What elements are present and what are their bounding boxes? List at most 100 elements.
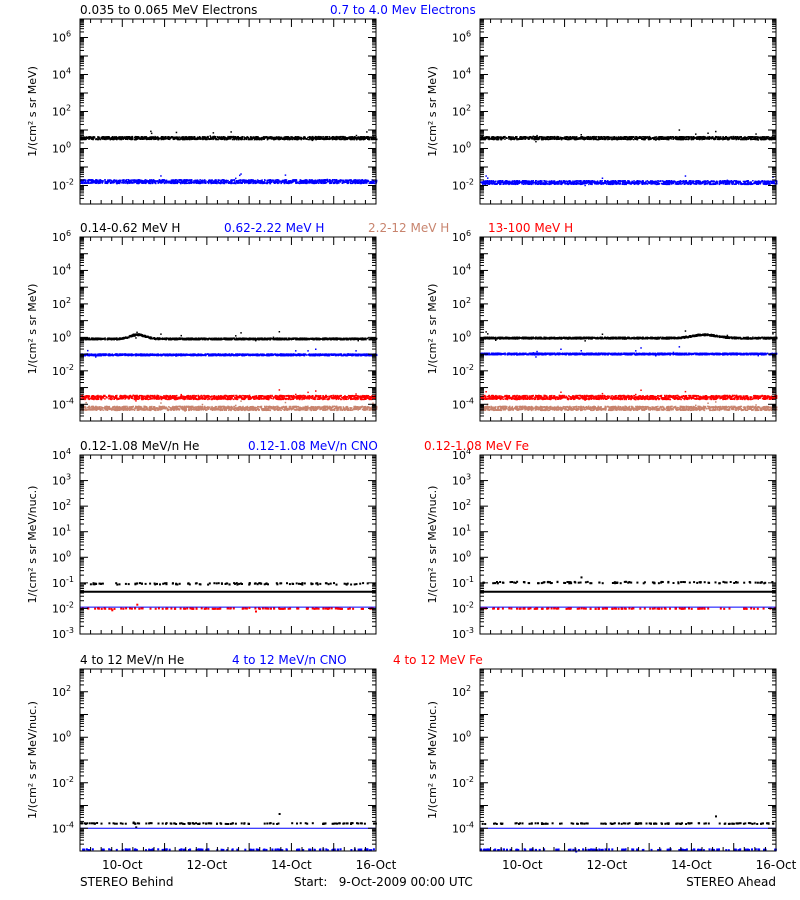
data-point: [143, 180, 145, 182]
data-point: [176, 182, 179, 185]
data-point: [622, 138, 624, 140]
data-point: [224, 136, 226, 139]
series-0-7-to-4-0-mev-electrons: [480, 175, 778, 187]
data-point: [111, 138, 113, 140]
data-point: [136, 180, 138, 183]
data-point: [630, 137, 633, 139]
data-point: [311, 138, 313, 140]
data-point: [258, 137, 260, 139]
data-point: [756, 138, 759, 140]
data-point: [160, 138, 162, 141]
data-point: [206, 137, 208, 139]
data-point: [235, 177, 237, 180]
data-point: [180, 137, 182, 139]
data-point: [348, 136, 351, 138]
data-point: [138, 182, 140, 184]
data-point: [620, 138, 622, 140]
data-point: [373, 138, 376, 140]
data-point: [88, 182, 90, 184]
data-point: [557, 138, 559, 140]
data-point: [227, 135, 229, 138]
data-point: [320, 137, 323, 140]
data-point: [246, 180, 249, 182]
data-point: [253, 136, 256, 138]
data-point: [341, 138, 344, 140]
data-point: [107, 136, 109, 139]
data-point: [333, 137, 336, 140]
data-point: [96, 138, 98, 140]
data-point: [268, 137, 270, 140]
data-point: [119, 136, 121, 138]
data-point: [335, 180, 338, 182]
data-point: [333, 136, 336, 138]
data-point: [124, 137, 126, 140]
data-point: [352, 137, 354, 139]
data-point: [718, 183, 721, 186]
data-point: [103, 138, 106, 141]
data-point: [262, 181, 264, 183]
data-point: [230, 135, 233, 138]
data-point: [188, 182, 190, 184]
data-point: [176, 136, 179, 139]
data-point: [350, 138, 353, 140]
data-point: [338, 136, 340, 138]
data-point: [266, 136, 268, 138]
data-point: [245, 179, 248, 182]
data-point: [117, 138, 120, 140]
data-point: [147, 137, 149, 139]
data-point: [114, 180, 117, 183]
data-point: [492, 137, 494, 139]
data-point: [326, 136, 328, 138]
data-point: [234, 136, 237, 138]
data-point: [338, 137, 340, 139]
data-point: [284, 179, 287, 181]
data-point: [279, 137, 281, 140]
data-point: [212, 135, 214, 138]
data-point: [737, 138, 739, 141]
data-point: [672, 138, 674, 140]
data-point: [371, 182, 374, 184]
data-point: [691, 137, 693, 139]
data-point: [587, 137, 590, 139]
data-point: [722, 137, 724, 140]
data-point: [175, 136, 178, 138]
data-point: [752, 138, 754, 140]
data-point: [359, 179, 362, 182]
data-point: [223, 179, 225, 181]
data-point: [201, 137, 204, 139]
data-point: [90, 136, 92, 139]
data-point: [273, 182, 276, 184]
data-point: [628, 138, 630, 141]
data-point: [343, 138, 345, 141]
data-point: [547, 138, 549, 141]
data-point: [732, 138, 735, 140]
data-point: [143, 138, 145, 140]
data-point: [202, 138, 204, 141]
data-point: [652, 137, 654, 139]
data-point: [149, 136, 152, 139]
data-point: [294, 137, 296, 140]
data-point: [185, 136, 187, 138]
plot-frame: [79, 18, 377, 205]
data-point: [200, 138, 202, 140]
data-point: [181, 138, 183, 140]
data-point: [307, 138, 310, 141]
data-point: [111, 181, 113, 184]
data-point: [278, 180, 281, 183]
data-point: [110, 138, 112, 140]
data-point: [141, 138, 143, 140]
data-point: [340, 179, 342, 181]
data-point: [88, 179, 91, 181]
data-point: [84, 137, 86, 139]
data-point: [313, 181, 315, 183]
data-point: [245, 137, 248, 139]
data-point: [158, 179, 161, 181]
data-point: [499, 180, 502, 182]
data-point: [315, 181, 318, 183]
data-point: [207, 182, 210, 185]
data-point: [210, 136, 212, 138]
data-point: [197, 136, 199, 139]
data-point: [763, 138, 766, 141]
data-point: [220, 136, 223, 138]
data-point: [88, 136, 90, 138]
